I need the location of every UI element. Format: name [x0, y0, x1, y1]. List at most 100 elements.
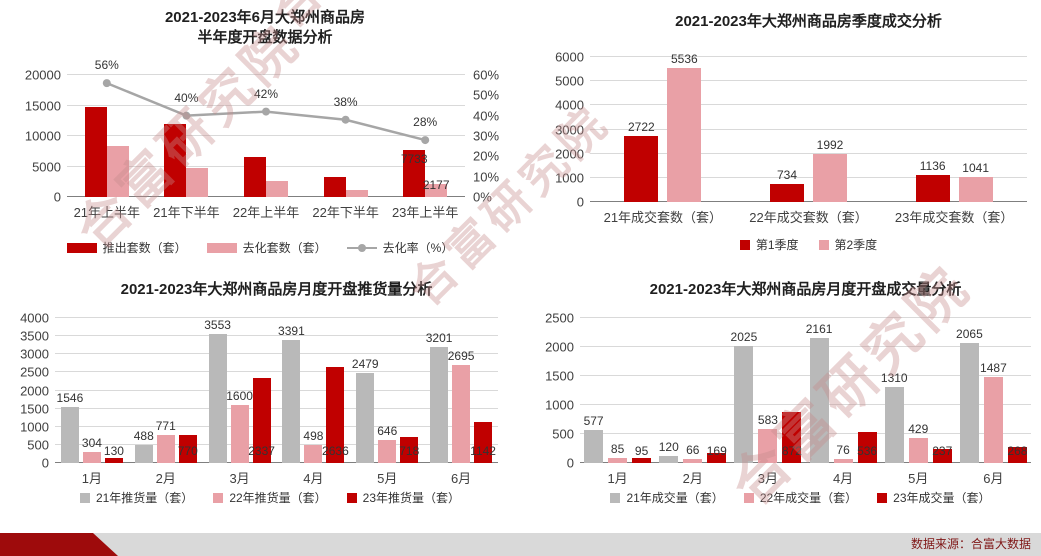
- x-axis-label: 3月: [229, 471, 250, 486]
- legend-swatch: [610, 492, 621, 503]
- bar-22年推货量（套）-4月: [304, 444, 323, 463]
- bar-21年推货量（套）-5月: [356, 373, 375, 463]
- bar-value-label: 2695: [447, 349, 475, 364]
- legend-item-去化套数（套）: 去化套数（套）: [206, 239, 327, 256]
- bar-value-label: 646: [377, 423, 398, 438]
- legend-line-dot: [357, 243, 366, 252]
- gridline: [55, 371, 498, 373]
- bar-21年成交量（套）-6月: [959, 343, 979, 463]
- bar-value-label: 734: [776, 168, 798, 183]
- y-axis-tick-label: 2000: [555, 146, 584, 162]
- bar-22年成交量（套）-6月: [983, 376, 1003, 463]
- bar-value-label: 1992: [816, 137, 844, 152]
- legend-item-23年推货量（套）: 23年推货量（套）: [346, 489, 460, 506]
- gridline: [590, 128, 1027, 130]
- bar-21年推货量（套）-2月: [134, 445, 153, 463]
- bar-value-label: 169: [706, 444, 727, 458]
- bar-value-label: 872: [781, 444, 802, 458]
- y-axis-tick-label: 2500: [545, 310, 574, 326]
- y-axis-tick-label: 500: [552, 426, 574, 442]
- y2-axis-tick-label: 20%: [473, 148, 500, 164]
- legend-label: 21年推货量（套）: [95, 491, 194, 505]
- legend-label: 去化率（%）: [382, 241, 454, 255]
- bar-value-label: 2065: [956, 327, 983, 342]
- gridline: [590, 80, 1027, 82]
- gridline: [55, 407, 498, 409]
- x-axis-label: 4月: [303, 471, 324, 486]
- bar-推出套数（套）-21年上半年: [84, 106, 107, 197]
- legend-line-marker: [346, 243, 377, 252]
- y-axis-left: 0 500 1000 1500 2000 2500: [519, 311, 574, 471]
- bar-22年推货量（套）-1月: [82, 451, 101, 463]
- legend: 第1季度 第2季度: [590, 236, 1027, 253]
- bar-23年推货量（套）-1月: [104, 458, 123, 463]
- legend-item-23年成交量（套）: 23年成交量（套）: [877, 489, 991, 506]
- gridline: [580, 375, 1031, 376]
- bar-21年推货量（套）-4月: [282, 340, 301, 463]
- bar-21年成交量（套）-3月: [734, 345, 754, 463]
- legend-item-第2季度: 第2季度: [818, 236, 877, 253]
- gridline: [590, 56, 1027, 57]
- y-axis-tick-label: 5000: [32, 159, 61, 174]
- gridline: [55, 317, 498, 318]
- bar-value-label: 85: [610, 442, 625, 457]
- legend-label: 去化套数（套）: [242, 241, 327, 255]
- x-axis-label: 22年下半年: [312, 205, 379, 220]
- line-value-label: 40%: [174, 90, 199, 105]
- bar-value-label: 3201: [425, 330, 453, 345]
- x-axis-label: 22年上半年: [232, 205, 300, 220]
- bar-22年推货量（套）-6月: [452, 365, 471, 463]
- legend-item-22年推货量（套）: 22年推货量（套）: [213, 489, 327, 506]
- bar-推出套数（套）-21年下半年: [164, 124, 187, 197]
- line-value-label: 42%: [253, 86, 279, 101]
- bar-第1季度-22年成交套数（套）: [770, 184, 804, 202]
- legend: 21年成交量（套） 22年成交量（套） 23年成交量（套）: [570, 489, 1031, 506]
- plot-area: 1546 488 3553 3391 2479 3201 304 771 1600 498 646 2…: [55, 317, 498, 463]
- gridline: [580, 433, 1031, 434]
- chart-half-year-openings: 2021-2023年6月大郑州商品房 半年度开盘数据分析 0 5000 10000 1…: [0, 0, 520, 270]
- x-axis-baseline: [580, 462, 1031, 463]
- bar-23年成交量（套）-4月: [857, 431, 877, 463]
- bar-22年成交量（套）-3月: [758, 429, 778, 463]
- x-axis-label: 2月: [155, 471, 176, 486]
- line-value-label: 28%: [413, 115, 438, 130]
- bar-value-label: 488: [133, 429, 154, 444]
- y-axis-tick-label: 500: [27, 437, 49, 453]
- legend-item-推出套数（套）: 推出套数（套）: [66, 239, 187, 256]
- bar-21年成交量（套）-1月: [584, 429, 604, 463]
- legend-swatch: [66, 242, 97, 253]
- gridline: [55, 353, 498, 355]
- legend-label: 23年成交量（套）: [893, 491, 991, 505]
- bar-推出套数（套）-22年上半年: [244, 157, 266, 197]
- bar-value-label: 583: [757, 413, 778, 428]
- bar-value-label: 237: [932, 444, 953, 458]
- bar-第2季度-21年成交套数（套）: [667, 68, 702, 202]
- gridline: [55, 389, 498, 391]
- gridline: [67, 74, 465, 75]
- x-axis-label: 5月: [377, 471, 398, 486]
- bar-value-label: 770: [177, 444, 198, 458]
- y2-axis-tick-label: 40%: [473, 108, 500, 124]
- bar-value-label: 577: [583, 413, 604, 428]
- bar-value-label: 7733: [400, 151, 428, 166]
- y-axis-tick-label: 5000: [555, 73, 584, 89]
- y2-axis-tick-label: 50%: [473, 87, 500, 103]
- legend: 推出套数（套） 去化套数（套） 去化率（%）: [30, 239, 490, 256]
- y-axis-tick-label: 15000: [24, 98, 61, 113]
- bar-value-label: 718: [399, 444, 420, 458]
- y2-axis-tick-label: 30%: [473, 128, 500, 144]
- legend-swatch: [877, 492, 888, 503]
- y-axis-tick-label: 2000: [20, 383, 49, 398]
- x-axis-label: 22年成交套数（套）: [749, 210, 868, 225]
- legend-item-21年推货量（套）: 21年推货量（套）: [79, 489, 194, 506]
- legend-swatch: [346, 492, 357, 503]
- legend-swatch: [739, 239, 750, 250]
- footer-bar: 数据来源：合富大数据: [0, 533, 1041, 556]
- chart-monthly-sales: 2021-2023年大郑州商品房月度开盘成交量分析 0 500 1000 1500 20…: [520, 270, 1041, 533]
- x-axis-label: 23年上半年: [391, 205, 459, 220]
- y-axis-tick-label: 10000: [24, 128, 61, 144]
- y-axis-tick-label: 2000: [545, 339, 574, 355]
- bar-22年成交量（套）-1月: [608, 458, 628, 463]
- legend-label: 推出套数（套）: [102, 241, 187, 255]
- chart-title: 2021-2023年大郑州商品房月度开盘成交量分析: [649, 281, 962, 298]
